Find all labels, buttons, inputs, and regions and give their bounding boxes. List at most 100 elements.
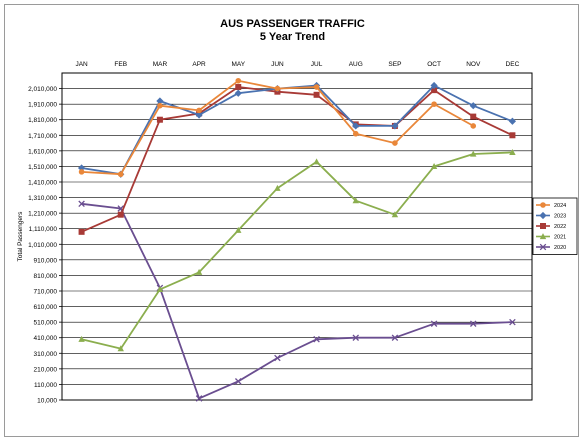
series-line-2022 xyxy=(81,86,513,233)
x-tick-label: DEC xyxy=(506,61,520,68)
chart-subtitle: 5 Year Trend xyxy=(259,31,326,43)
legend-marker-2024 xyxy=(540,202,546,208)
plot-area xyxy=(61,72,533,401)
data-point-2021 xyxy=(430,163,438,170)
x-tick-label: FEB xyxy=(114,61,127,68)
data-point-2024 xyxy=(470,123,477,129)
x-tick-label: MAY xyxy=(231,61,245,68)
data-point-2021 xyxy=(156,286,164,293)
x-tick-label: JUN xyxy=(271,61,284,68)
x-tick-label: JAN xyxy=(75,61,88,68)
data-point-2020 xyxy=(391,334,399,341)
data-point-2023 xyxy=(156,97,164,105)
data-point-2021 xyxy=(78,335,85,342)
data-point-2021 xyxy=(391,211,399,218)
x-tick-label: AUG xyxy=(349,61,363,68)
data-point-2022 xyxy=(431,87,438,94)
legend-label-2024: 2024 xyxy=(554,203,566,209)
data-point-2021 xyxy=(352,197,359,204)
legend-label-2023: 2023 xyxy=(554,214,566,220)
y-tick-label: 510,000 xyxy=(34,320,58,327)
data-point-2023 xyxy=(234,89,242,97)
data-point-2021 xyxy=(117,345,124,352)
data-point-2020 xyxy=(195,395,203,402)
data-point-2023 xyxy=(469,102,477,110)
data-point-2020 xyxy=(469,320,477,327)
data-point-2024 xyxy=(313,84,320,90)
legend-marker-2023 xyxy=(539,211,547,220)
chart-title: AUS PASSENGER TRAFFIC xyxy=(220,18,365,30)
data-point-2024 xyxy=(117,171,124,178)
legend-marker-2022 xyxy=(540,223,546,229)
y-tick-label: 1,210,000 xyxy=(28,211,57,218)
data-point-2021 xyxy=(274,184,281,191)
data-point-2022 xyxy=(78,228,85,235)
data-point-2020 xyxy=(313,336,320,343)
series-line-2024 xyxy=(81,79,474,176)
y-tick-label: 910,000 xyxy=(34,257,58,264)
y-tick-label: 410,000 xyxy=(34,335,58,342)
data-point-2023 xyxy=(195,111,203,119)
data-point-2023 xyxy=(508,117,517,125)
y-tick-label: 2,010,000 xyxy=(28,86,57,93)
y-tick-label: 1,310,000 xyxy=(28,195,57,202)
data-point-2024 xyxy=(274,85,281,92)
data-point-2024 xyxy=(196,107,202,114)
data-point-2023 xyxy=(391,122,399,130)
data-point-2022 xyxy=(313,91,320,98)
y-tick-label: 1,710,000 xyxy=(28,133,57,140)
data-point-2023 xyxy=(352,122,360,130)
data-point-2020 xyxy=(352,334,360,341)
y-tick-label: 1,910,000 xyxy=(28,102,57,109)
data-point-2024 xyxy=(235,77,242,84)
data-point-2020 xyxy=(430,320,438,327)
x-tick-label: MAR xyxy=(153,61,168,68)
y-tick-label: 1,810,000 xyxy=(28,117,57,124)
data-point-2020 xyxy=(274,354,281,362)
x-tick-label: OCT xyxy=(427,61,441,68)
data-point-2020 xyxy=(78,200,85,208)
data-point-2023 xyxy=(430,81,438,90)
x-tick-label: JUL xyxy=(311,61,323,68)
chart-frame xyxy=(4,4,579,437)
data-point-2024 xyxy=(352,130,359,137)
y-tick-label: 10,000 xyxy=(37,398,57,405)
legend-label-2020: 2020 xyxy=(554,245,566,251)
y-tick-label: 1,510,000 xyxy=(28,164,57,171)
x-tick-label: NOV xyxy=(466,61,481,68)
legend-label-2022: 2022 xyxy=(554,224,566,230)
data-point-2021 xyxy=(470,150,477,157)
y-tick-label: 810,000 xyxy=(34,273,58,280)
data-point-2021 xyxy=(509,149,516,156)
data-point-2020 xyxy=(509,318,516,326)
legend-label-2021: 2021 xyxy=(554,235,566,241)
legend-marker-2021 xyxy=(539,233,547,240)
data-point-2022 xyxy=(156,116,163,123)
y-tick-label: 710,000 xyxy=(34,289,58,296)
data-point-2021 xyxy=(195,268,203,275)
data-point-2021 xyxy=(235,226,242,233)
data-point-2022 xyxy=(117,211,124,218)
data-point-2024 xyxy=(78,169,85,175)
data-point-2022 xyxy=(235,84,242,91)
data-point-2020 xyxy=(234,378,242,385)
y-tick-label: 1,010,000 xyxy=(28,242,57,249)
data-point-2022 xyxy=(470,113,477,120)
data-point-2024 xyxy=(431,101,437,107)
y-tick-label: 610,000 xyxy=(34,304,58,311)
y-axis-label: Total Passengers xyxy=(17,211,24,262)
data-point-2024 xyxy=(392,140,398,146)
data-point-2021 xyxy=(313,158,320,165)
x-tick-label: SEP xyxy=(388,61,401,68)
y-tick-label: 210,000 xyxy=(34,366,58,373)
y-tick-label: 1,410,000 xyxy=(28,180,57,187)
data-point-2022 xyxy=(509,132,516,139)
y-tick-label: 1,610,000 xyxy=(28,148,57,155)
y-tick-label: 1,110,000 xyxy=(29,226,58,233)
data-point-2024 xyxy=(157,102,163,109)
series-line-2021 xyxy=(81,151,513,350)
legend-marker-2020 xyxy=(539,243,547,251)
x-tick-label: APR xyxy=(192,61,206,68)
series-line-2020 xyxy=(81,202,513,400)
